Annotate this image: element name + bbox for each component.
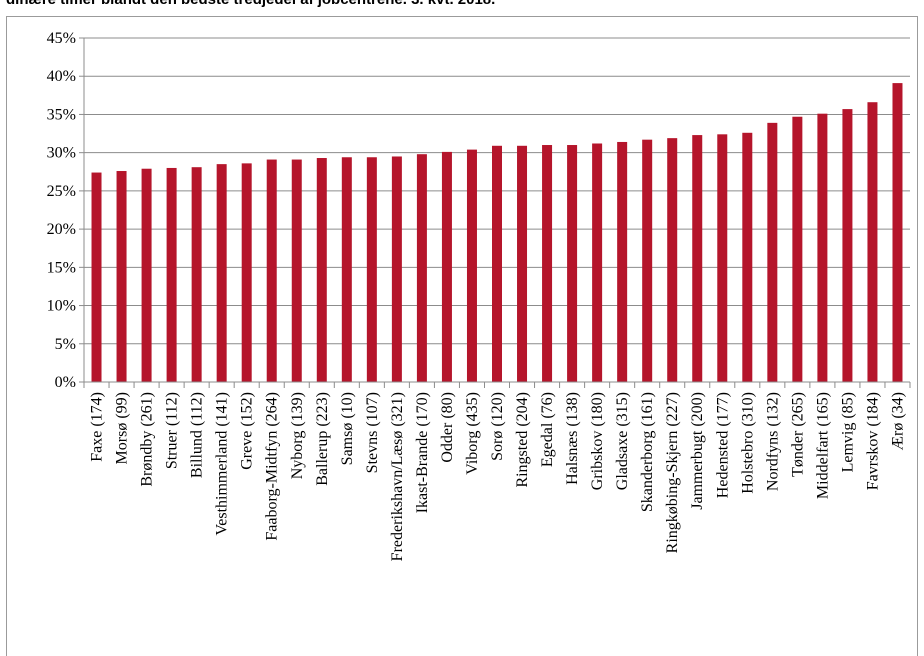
bar: [767, 122, 778, 382]
y-tick-label: 10%: [47, 298, 76, 315]
x-tick-label: Vesthimmerland (141): [214, 392, 231, 536]
bar: [742, 132, 753, 382]
x-tick-label: Jammerbugt (200): [689, 392, 706, 510]
y-tick-label: 0%: [55, 374, 76, 391]
bar: [241, 163, 252, 382]
x-tick-label: Favrskov (184): [864, 392, 881, 490]
bar: [667, 138, 678, 382]
x-tick-label: Nordfyns (132): [764, 392, 781, 491]
bar: [316, 158, 327, 382]
bar: [291, 159, 302, 382]
x-tick-label: Lemvig (85): [839, 392, 856, 472]
x-tick-label: Samsø (10): [339, 392, 356, 465]
x-tick-label: Nyborg (139): [289, 392, 306, 479]
x-tick-label: Odder (80): [439, 392, 456, 463]
y-tick-label: 45%: [47, 30, 76, 47]
bar: [692, 135, 703, 382]
bar: [416, 154, 427, 382]
bar: [592, 143, 603, 382]
bar: [91, 172, 102, 382]
x-tick-label: Brøndby (261): [139, 392, 156, 487]
x-tick-label: Morsø (99): [114, 392, 131, 464]
x-tick-label: Stevns (107): [364, 392, 381, 473]
chart-frame: [6, 16, 918, 656]
bar: [141, 168, 152, 382]
bar: [717, 134, 728, 382]
x-tick-label: Egedal (76): [539, 392, 556, 467]
x-tick-label: Tønder (265): [789, 392, 806, 477]
x-tick-label: Sorø (120): [489, 392, 506, 461]
bar: [492, 145, 502, 382]
y-tick-label: 40%: [47, 68, 76, 85]
bar: [266, 159, 277, 382]
bar: [842, 109, 853, 383]
x-tick-label: Gladsaxe (315): [614, 392, 631, 490]
x-tick-label: Ringkøbing-Skjern (227): [664, 392, 681, 553]
bar: [817, 113, 828, 383]
bar: [116, 171, 127, 382]
x-tick-label: Hedensted (177): [714, 392, 731, 498]
y-tick-label: 35%: [47, 106, 76, 123]
chart-title: dinære timer blandt den bedste tredjedel…: [6, 0, 906, 8]
y-tick-label: 5%: [55, 336, 76, 353]
y-tick-label: 30%: [47, 145, 76, 162]
x-tick-label: Ballerup (223): [314, 392, 331, 486]
x-tick-label: Frederikshavn/Læsø (321): [389, 392, 406, 561]
x-tick-label: Ærø (34): [889, 392, 906, 450]
y-tick-label: 15%: [47, 259, 76, 276]
bar: [517, 145, 528, 382]
x-tick-label: Ringsted (204): [514, 392, 531, 488]
bar: [642, 139, 653, 382]
x-tick-label: Viborg (435): [464, 392, 481, 475]
y-tick-label: 25%: [47, 183, 76, 200]
bar: [617, 141, 628, 382]
bar: [191, 167, 202, 382]
bar: [216, 164, 227, 382]
bar: [567, 145, 578, 382]
bar: [341, 157, 352, 382]
bar: [441, 151, 452, 382]
bar: [542, 145, 553, 382]
x-tick-label: Skanderborg (161): [639, 392, 656, 512]
x-tick-label: Billund (112): [189, 392, 206, 478]
x-tick-label: Middelfart (165): [814, 392, 831, 499]
x-tick-label: Faaborg-Midtfyn (264): [264, 392, 281, 541]
bar: [166, 167, 177, 382]
x-tick-label: Greve (152): [239, 392, 256, 470]
x-tick-label: Faxe (174): [89, 392, 106, 462]
y-tick-label: 20%: [47, 221, 76, 238]
bar: [366, 157, 377, 382]
bar: [466, 149, 477, 382]
bar: [892, 83, 903, 382]
x-tick-label: Struer (112): [164, 392, 181, 469]
x-tick-label: Ikast-Brande (170): [414, 392, 431, 513]
bar: [867, 102, 878, 383]
bar: [391, 156, 402, 382]
x-tick-label: Holstebro (310): [739, 392, 756, 494]
x-tick-label: Halsnæs (138): [564, 392, 581, 485]
bar: [792, 116, 803, 382]
x-tick-label: Gribskov (180): [589, 392, 606, 490]
